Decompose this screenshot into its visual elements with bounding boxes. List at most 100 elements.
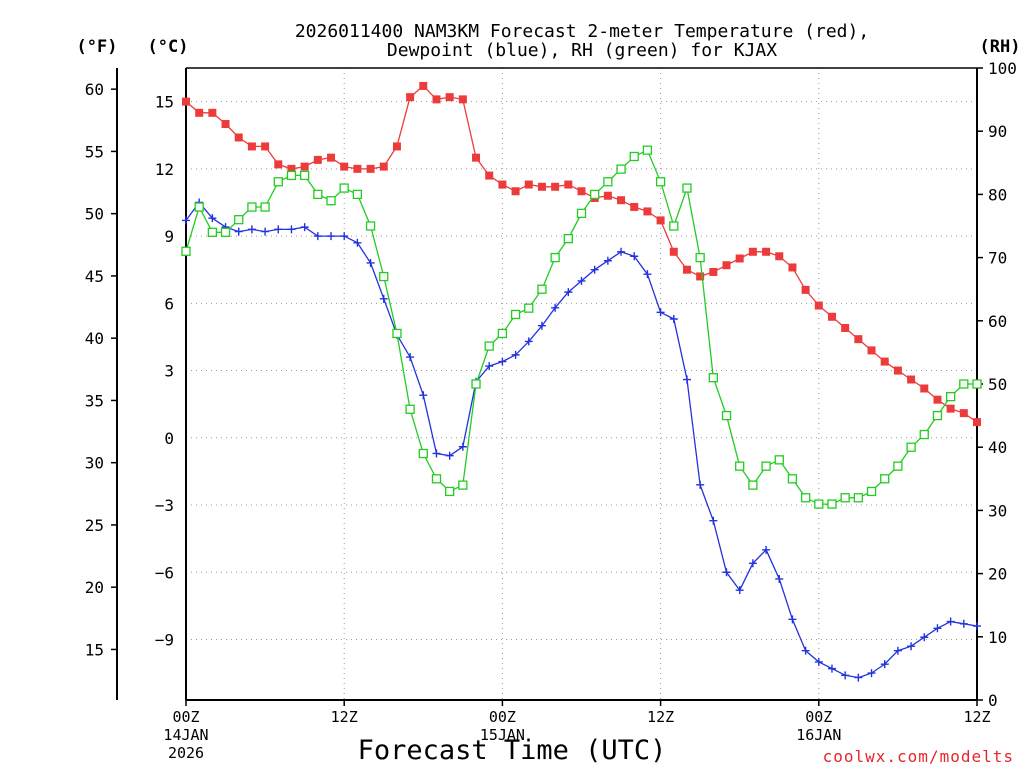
fahrenheit-tick-label: 30 [85, 454, 104, 473]
temperature-point [682, 265, 691, 274]
dewpoint-point [247, 225, 256, 234]
fahrenheit-tick-label: 45 [85, 267, 104, 286]
temperature-point [801, 285, 810, 294]
rh-point [510, 309, 521, 320]
temperature-point [867, 346, 876, 355]
rh-point [524, 303, 534, 313]
rh-point [945, 391, 956, 402]
rh-tick-label: 90 [988, 122, 1007, 141]
rh-point [379, 271, 389, 282]
rh-point [484, 341, 494, 351]
rh-tick-label: 40 [988, 438, 1007, 457]
x-tick-label: 00Z [805, 708, 832, 726]
rh-point [932, 410, 943, 421]
rh-point [273, 177, 283, 187]
dewpoint-point [801, 646, 810, 655]
data-series [181, 81, 982, 682]
temperature-point [498, 180, 507, 189]
rh-point [181, 246, 191, 256]
dewpoint-point [762, 545, 771, 554]
temperature-point [524, 180, 533, 189]
dewpoint-point [445, 451, 454, 460]
rh-point [405, 404, 415, 414]
dewpoint-point [498, 357, 507, 366]
dewpoint-point [630, 252, 639, 261]
temperature-point [366, 164, 375, 173]
temperature-point [432, 95, 441, 104]
dewpoint-point [340, 232, 349, 241]
rh-point [735, 461, 745, 471]
temperature-point [564, 180, 573, 189]
rh-point [260, 202, 270, 212]
rh-point [458, 480, 468, 490]
rh-point [234, 215, 244, 225]
fahrenheit-tick-label: 50 [85, 205, 104, 224]
dewpoint-point [366, 258, 375, 267]
rh-point [800, 493, 811, 503]
celsius-tick-label: 6 [164, 294, 174, 313]
temperature-point [274, 160, 283, 169]
celsius-tick-label: 9 [164, 227, 174, 246]
rh-point [669, 221, 679, 231]
temperature-point [445, 93, 454, 102]
rh-point [906, 442, 916, 452]
temperature-point [485, 171, 494, 180]
dewpoint-point [735, 586, 744, 595]
temperature-point [247, 142, 256, 151]
celsius-tick-label: −6 [155, 563, 174, 582]
temperature-point [643, 207, 652, 216]
temperature-point [775, 252, 784, 261]
rh-point [339, 183, 349, 193]
fahrenheit-tick-label: 55 [85, 142, 104, 161]
celsius-tick-label: −9 [155, 630, 174, 649]
rh-point [695, 252, 705, 263]
rh-point [787, 474, 798, 484]
rh-point [880, 474, 890, 484]
temperature-point [353, 164, 362, 173]
rh-point [959, 379, 969, 389]
celsius-tick-label: 3 [164, 362, 174, 381]
dewpoint-point [880, 660, 889, 669]
fahrenheit-unit-label: (°F) [77, 37, 118, 57]
temperature-point [551, 182, 560, 191]
temperature-point [788, 263, 797, 272]
rh-tick-label: 30 [988, 501, 1007, 520]
rh-point [590, 189, 600, 200]
rh-point [445, 486, 455, 497]
dewpoint-point [696, 480, 705, 489]
temperature-point [920, 384, 929, 393]
temperature-point [577, 187, 586, 196]
dewpoint-point [274, 225, 283, 234]
temperature-point [907, 375, 916, 384]
dewpoint-point [432, 449, 441, 458]
dewpoint-point [485, 362, 494, 371]
chart-title-line-2: Dewpoint (blue), RH (green) for KJAX [387, 40, 777, 61]
grid [186, 68, 977, 700]
rh-point [972, 379, 982, 389]
dewpoint-point [551, 303, 560, 312]
dewpoint-point [656, 308, 665, 317]
dewpoint-point [406, 353, 415, 362]
dewpoint-point [748, 559, 757, 568]
dewpoint-point [208, 214, 217, 223]
rh-tick-label: 70 [988, 249, 1007, 268]
temperature-point [406, 93, 415, 102]
dewpoint-point [458, 442, 467, 451]
temperature-point [182, 97, 190, 106]
dewpoint-point [933, 624, 942, 633]
rh-point [313, 189, 323, 200]
celsius-tick-label: 12 [155, 160, 174, 179]
temperature-point [419, 81, 428, 90]
temperature-point [630, 202, 639, 211]
fahrenheit-tick-label: 25 [85, 516, 104, 535]
rh-point [774, 455, 784, 465]
fahrenheit-tick-label: 15 [85, 640, 104, 659]
rh-point [326, 196, 336, 206]
rh-point [919, 429, 929, 440]
x-tick-label: 00Z [172, 708, 199, 726]
temperature-point [221, 120, 230, 129]
temperature-point [300, 162, 309, 171]
rh-point [392, 328, 402, 339]
temperature-point [313, 155, 322, 164]
